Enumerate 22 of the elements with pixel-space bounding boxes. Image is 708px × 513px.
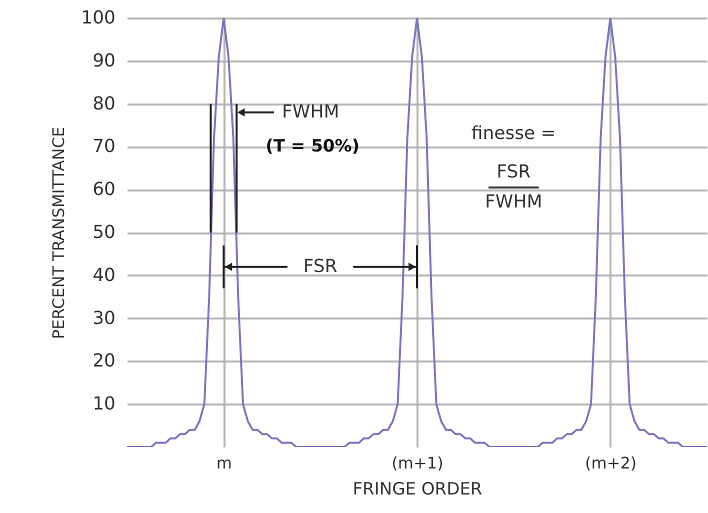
y-tick-label: 50 [92,222,116,243]
annotation: finesse = [471,122,556,144]
x-axis-title: FRINGE ORDER [352,480,482,500]
y-tick-label: 80 [92,93,116,114]
y-tick-label: 60 [92,179,116,200]
x-tick-label: (m+1) [392,454,444,472]
x-tick-label: (m+2) [585,454,637,472]
y-tick-label: 20 [92,350,116,372]
line-series [127,18,707,447]
y-tick-label: 40 [92,264,116,286]
annotation: (T = 50%) [266,136,360,157]
y-tick-label: 90 [92,50,116,72]
y-tick-label: 10 [92,394,116,415]
y-tick-label: 100 [81,8,116,28]
y-tick-label: 70 [92,136,116,158]
annotation: FSR [303,256,338,277]
annotation: FSR [496,161,531,182]
y-axis-title: PERCENT TRANSMITTANCE [49,126,68,340]
annotation: FWHM [282,101,340,122]
y-tick-label: 30 [92,308,116,329]
annotation: FWHM [485,191,542,212]
x-tick-label: m [216,454,232,472]
